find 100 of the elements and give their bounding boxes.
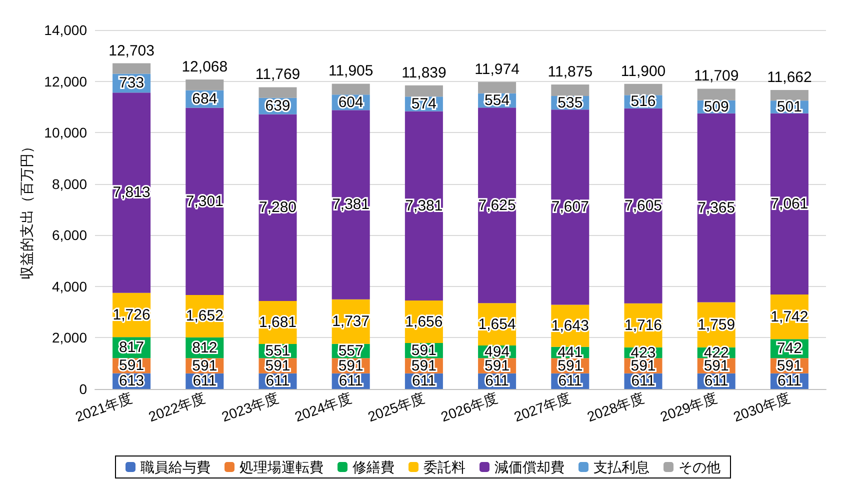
y-tick-label: 4,000: [52, 278, 88, 294]
data-label: 611: [412, 372, 436, 390]
data-label: 554: [484, 92, 510, 109]
data-label: 7,607: [551, 198, 589, 216]
legend-label: 職員給与費: [140, 459, 210, 475]
data-label: 591: [776, 357, 802, 374]
y-tick-label: 14,000: [44, 22, 88, 38]
total-label: 12,703: [108, 42, 154, 60]
data-label: 812: [192, 339, 218, 356]
data-label: 684: [192, 90, 218, 108]
data-label: 742: [776, 340, 802, 358]
data-label: 611: [192, 372, 217, 390]
bar: [551, 110, 590, 305]
bar: [332, 110, 370, 300]
data-label: 1,716: [624, 316, 662, 334]
legend-label: 減価償却費: [494, 459, 564, 475]
bar: [697, 113, 736, 302]
data-label: 1,643: [551, 317, 589, 334]
data-label: 551: [265, 342, 290, 360]
data-label: 591: [119, 357, 144, 374]
x-tick-label: 2025年度: [366, 389, 427, 425]
data-label: 557: [338, 342, 364, 360]
data-label: 1,656: [405, 313, 443, 330]
data-label: 1,654: [478, 316, 516, 333]
total-label: 12,068: [182, 58, 228, 76]
bar: [624, 84, 662, 96]
data-label: 516: [630, 93, 656, 110]
bar: [770, 90, 808, 101]
data-label: 1,737: [332, 313, 370, 330]
data-label: 604: [338, 94, 364, 111]
total-label: 11,662: [767, 68, 812, 86]
data-label: 591: [338, 357, 364, 374]
data-label: 591: [411, 357, 436, 374]
data-label: 611: [777, 372, 802, 390]
data-label: 611: [704, 372, 728, 390]
x-tick-label: 2027年度: [512, 389, 573, 425]
bar: [624, 108, 662, 304]
data-label: 733: [119, 74, 144, 92]
data-label: 611: [631, 372, 656, 390]
bar: [478, 82, 516, 94]
total-label: 11,900: [620, 62, 666, 80]
x-tick-label: 2023年度: [219, 389, 280, 425]
y-tick-label: 12,000: [44, 73, 88, 90]
total-label: 11,769: [255, 66, 300, 84]
bar: [186, 80, 224, 90]
x-tick-label: 2030年度: [731, 389, 792, 425]
legend-label: 委託料: [424, 459, 466, 475]
data-label: 639: [265, 98, 290, 115]
total-label: 11,905: [328, 62, 374, 80]
data-label: 1,681: [258, 314, 297, 331]
y-tick-label: 10,000: [44, 124, 88, 141]
data-label: 7,365: [698, 199, 736, 216]
y-tick-label: 8,000: [52, 176, 88, 192]
total-label: 11,875: [548, 63, 593, 80]
bar: [258, 114, 297, 301]
x-tick-label: 2022年度: [146, 389, 208, 425]
data-label: 1,726: [112, 306, 150, 324]
legend-label: 処理場運転費: [240, 459, 324, 475]
data-label: 591: [265, 357, 290, 374]
data-label: 7,061: [770, 195, 808, 212]
data-label: 611: [266, 372, 290, 390]
bar: [770, 113, 808, 294]
total-label: 11,709: [694, 68, 739, 85]
data-label: 7,813: [112, 184, 150, 202]
x-tick-label: 2024年度: [292, 389, 354, 425]
data-label: 1,652: [186, 308, 224, 325]
data-label: 613: [119, 372, 144, 390]
bar: [478, 108, 516, 304]
y-tick-label: 2,000: [52, 330, 88, 346]
legend-label: 修繕費: [352, 459, 394, 475]
data-label: 509: [704, 98, 729, 116]
data-label: 1,759: [698, 316, 736, 334]
bar: [332, 84, 370, 95]
bar: [404, 85, 443, 97]
data-label: 817: [119, 339, 144, 356]
data-label: 611: [485, 372, 510, 390]
data-label: 591: [192, 357, 218, 374]
legend-label: その他: [678, 459, 720, 475]
data-label: 591: [411, 342, 436, 360]
data-label: 611: [558, 372, 582, 390]
data-label: 7,381: [332, 196, 370, 214]
data-label: 1,742: [770, 308, 808, 326]
bar: [404, 111, 443, 301]
data-label: 611: [338, 372, 363, 390]
x-tick-label: 2028年度: [584, 389, 646, 425]
data-label: 7,301: [186, 192, 224, 210]
bar: [258, 87, 297, 98]
data-label: 7,381: [405, 197, 443, 214]
bar: [112, 92, 151, 293]
y-tick-label: 6,000: [52, 227, 88, 244]
bar: [697, 88, 736, 100]
data-label: 7,605: [624, 197, 662, 214]
x-tick-label: 2026年度: [438, 389, 500, 425]
legend-label: 支払利息: [594, 459, 650, 475]
total-label: 11,839: [402, 64, 446, 82]
x-tick-label: 2029年度: [658, 389, 720, 425]
data-label: 574: [411, 95, 436, 112]
bar: [186, 108, 224, 295]
data-label: 7,625: [478, 196, 516, 214]
bar: [551, 84, 590, 96]
